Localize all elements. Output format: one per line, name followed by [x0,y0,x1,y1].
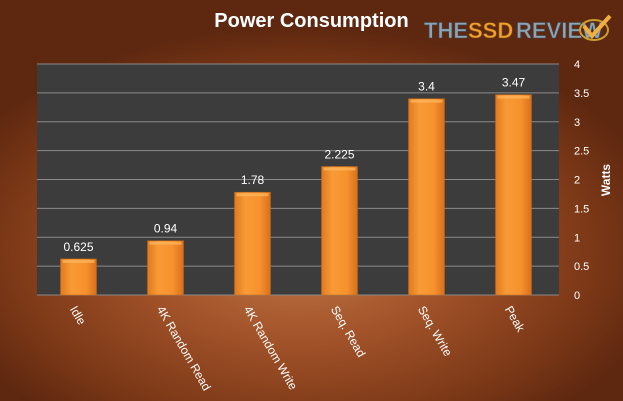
bar [321,166,358,296]
y-tick-label: 1.5 [574,203,589,215]
y-tick-label: 3.5 [574,88,589,100]
bar [147,240,184,296]
bar-highlight [323,167,356,171]
bar-highlight [236,193,269,197]
y-axis-label: Watts [599,164,613,197]
bar [495,94,532,296]
x-tick-label: Idle [67,304,89,328]
y-tick-label: 0.5 [574,261,589,273]
data-label: 2.225 [324,148,354,162]
bar-highlight [149,241,182,245]
chart-title: Power Consumption [214,10,409,32]
y-tick-label: 2.5 [574,146,589,158]
bar-highlight [62,259,95,263]
y-tick-label: 1 [574,232,580,244]
logo-ssd: SSD [468,18,513,43]
bar-highlight [497,95,530,99]
y-tick-label: 4 [574,59,580,71]
data-label: 1.78 [241,173,265,187]
x-tick-label: Seq. Read [328,304,368,360]
y-tick-label: 3 [574,117,580,129]
logo-check-icon [582,14,612,40]
logo-ring-icon [579,19,609,41]
data-label: 0.94 [154,222,178,236]
x-tick-label: 4K Random Read [154,304,214,394]
x-tick-label: Peak [502,304,528,336]
data-label: 3.47 [502,76,526,90]
logo-the: THE [424,18,468,43]
bar [60,258,97,296]
data-label: 3.4 [418,80,435,94]
y-tick-label: 0 [574,290,580,302]
data-label: 0.625 [63,240,93,254]
bar [408,98,445,296]
bar-highlight [410,99,443,103]
x-tick-label: Seq. Write [415,304,455,360]
x-tick-label: 4K Random Write [241,304,301,393]
bar [234,191,271,296]
y-tick-label: 2 [574,175,580,187]
logo: THE SSD REVIEW [424,14,612,43]
